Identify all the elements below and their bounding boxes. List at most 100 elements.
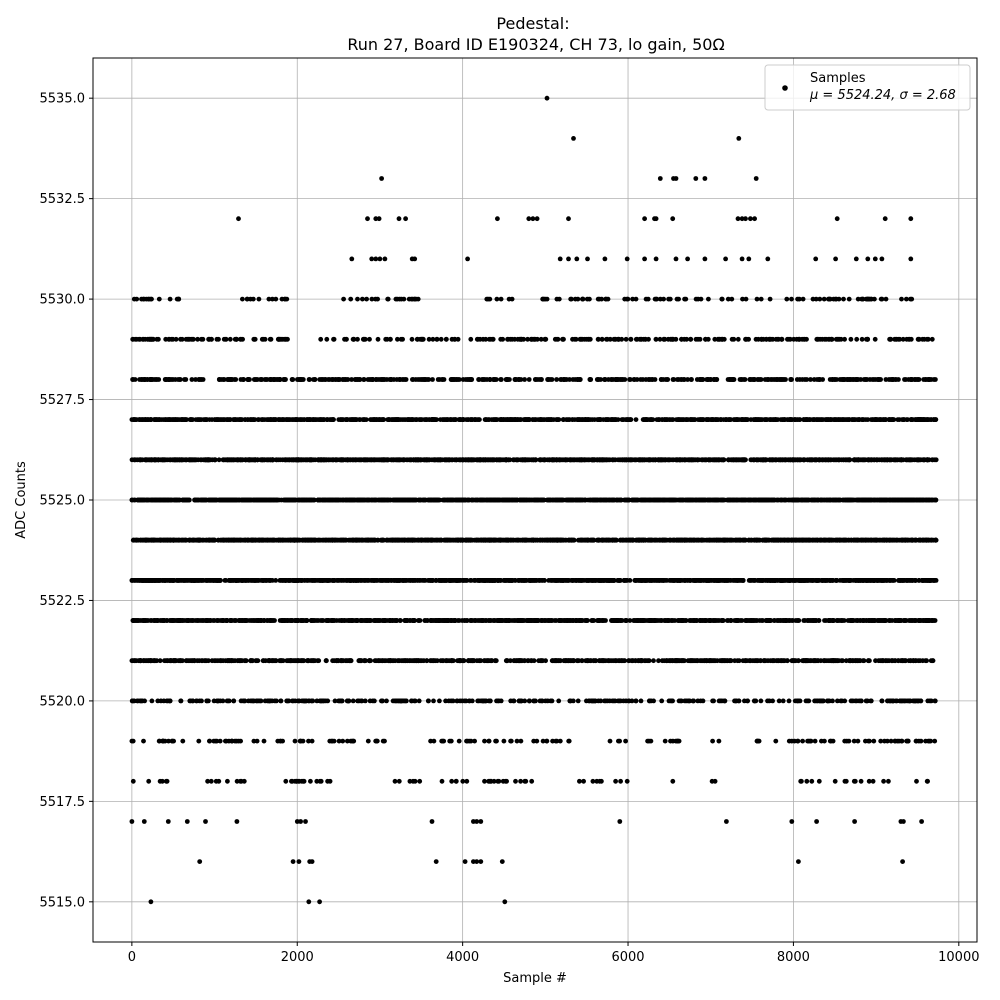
sample-point: [511, 618, 517, 623]
sample-point: [211, 698, 217, 704]
sample-point: [456, 618, 462, 623]
sample-point: [914, 738, 919, 744]
sample-point: [394, 618, 400, 623]
sample-point: [914, 778, 919, 784]
sample-point: [427, 578, 433, 583]
sample-point: [728, 618, 734, 623]
sample-point: [396, 658, 401, 664]
sample-point: [316, 537, 322, 543]
sample-point: [403, 618, 408, 623]
sample-point: [528, 618, 534, 623]
sample-point: [610, 578, 616, 583]
sample-point: [757, 618, 763, 623]
sample-point: [424, 658, 430, 664]
sample-point: [162, 578, 168, 583]
sample-point: [476, 578, 482, 583]
sample-point: [309, 578, 315, 583]
sample-point: [526, 658, 531, 664]
sample-point: [302, 698, 307, 704]
sample-point: [286, 578, 292, 583]
sample-point: [599, 537, 605, 543]
sample-point: [710, 738, 715, 744]
sample-point: [300, 658, 306, 664]
sample-point: [261, 738, 267, 744]
sample-point: [839, 698, 845, 704]
sample-point: [932, 578, 938, 583]
sample-point: [283, 778, 289, 784]
sample-point: [624, 778, 630, 784]
sample-point: [492, 658, 498, 664]
sample-point: [392, 778, 398, 784]
sample-point: [449, 778, 455, 784]
sample-point: [134, 618, 140, 623]
sample-point: [757, 658, 763, 664]
sample-point: [900, 658, 905, 664]
sample-point: [765, 698, 770, 704]
sample-point: [428, 618, 433, 623]
sample-point: [436, 578, 442, 583]
sample-point: [818, 537, 824, 543]
sample-point: [179, 537, 184, 543]
sample-point: [507, 578, 513, 583]
sample-point: [181, 578, 187, 583]
sample-point: [852, 778, 858, 784]
sample-point: [592, 658, 598, 664]
sample-point: [496, 698, 502, 704]
sample-point: [912, 578, 918, 583]
sample-point: [160, 738, 166, 744]
sample-point: [899, 578, 904, 583]
sample-point: [248, 698, 254, 704]
sample-point: [933, 537, 939, 543]
sample-point: [455, 698, 460, 704]
sample-point: [229, 578, 235, 583]
sample-point: [487, 698, 493, 704]
sample-point: [310, 698, 316, 704]
sample-point: [290, 618, 295, 623]
sample-point: [133, 578, 138, 583]
sample-point: [822, 738, 827, 744]
sample-point: [482, 738, 487, 744]
sample-point: [834, 578, 840, 583]
sample-point: [292, 738, 298, 744]
sample-point: [928, 738, 933, 744]
sample-point: [656, 658, 661, 664]
sample-point: [421, 578, 427, 583]
sample-point: [232, 618, 238, 623]
sample-point: [340, 578, 346, 583]
sample-point: [613, 778, 618, 784]
sample-point: [384, 537, 390, 543]
sample-point: [702, 618, 708, 623]
sample-point: [805, 698, 810, 704]
sample-point: [702, 658, 708, 664]
sample-point: [282, 618, 288, 623]
sample-point: [887, 618, 892, 623]
sample-point: [842, 738, 848, 744]
sample-point: [298, 618, 303, 623]
sample-point: [709, 778, 715, 784]
sample-point: [698, 658, 704, 664]
sample-point: [889, 658, 895, 664]
sample-point: [868, 618, 873, 623]
sample-point: [557, 537, 563, 543]
sample-point: [827, 658, 833, 664]
sample-point: [896, 658, 901, 664]
sample-point: [336, 658, 341, 664]
sample-point: [831, 658, 836, 664]
sample-point: [539, 578, 545, 583]
sample-point: [201, 618, 207, 623]
sample-point: [188, 658, 194, 664]
sample-point: [644, 618, 650, 623]
sample-point: [566, 738, 572, 744]
sample-point: [669, 618, 675, 623]
sample-point: [908, 698, 913, 704]
sample-point: [548, 578, 554, 583]
sample-point: [809, 778, 815, 784]
sample-point: [573, 578, 579, 583]
sample-point: [543, 658, 548, 664]
sample-point: [678, 698, 684, 704]
sample-point: [719, 698, 725, 704]
sample-point: [703, 537, 709, 543]
sample-point: [498, 537, 503, 543]
sample-point: [743, 658, 748, 664]
sample-point: [746, 658, 752, 664]
